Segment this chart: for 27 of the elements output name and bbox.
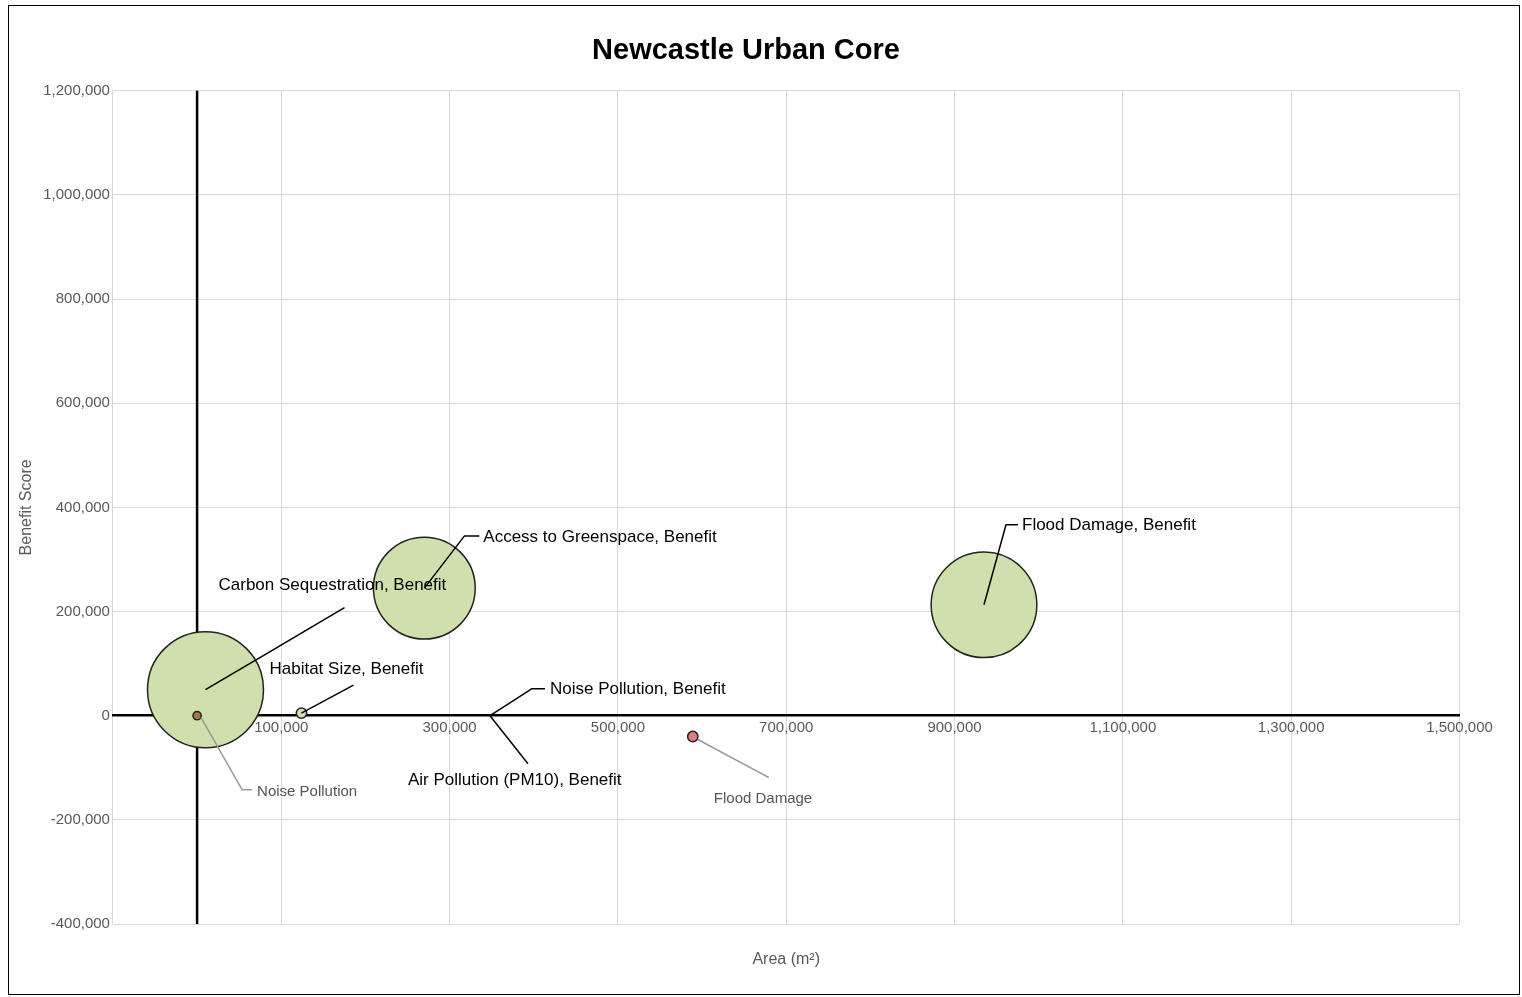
x-axis-title: Area (m²) bbox=[752, 950, 820, 968]
annotation: Flood Damage bbox=[713, 788, 813, 806]
annotation: Noise Pollution bbox=[257, 781, 358, 799]
y-tick-label: 600,000 bbox=[55, 393, 110, 411]
x-tick-label: 100,000 bbox=[254, 717, 309, 735]
annotation: Noise Pollution, Benefit bbox=[549, 679, 727, 699]
y-tick-label: 800,000 bbox=[55, 289, 110, 307]
y-axis-title: Benefit Score bbox=[17, 459, 35, 556]
y-tick-label: 1,200,000 bbox=[43, 80, 110, 98]
y-tick-label: 0 bbox=[101, 705, 110, 723]
x-tick-label: 1,300,000 bbox=[1257, 717, 1325, 735]
x-tick-label: 900,000 bbox=[927, 717, 982, 735]
x-tick-label: 300,000 bbox=[422, 717, 477, 735]
y-tick-label: -200,000 bbox=[50, 809, 110, 827]
annotation: Access to Greenspace, Benefit bbox=[483, 526, 717, 546]
y-tick-label: 400,000 bbox=[55, 497, 110, 515]
chart-title: Newcastle Urban Core bbox=[592, 33, 900, 66]
y-tick-label: 1,000,000 bbox=[43, 185, 110, 203]
x-tick-label: 1,100,000 bbox=[1089, 717, 1157, 735]
x-tick-label: 1,500,000 bbox=[1426, 717, 1493, 735]
annotation: Habitat Size, Benefit bbox=[269, 658, 424, 678]
y-tick-label: 200,000 bbox=[55, 601, 110, 619]
annotation: Air Pollution (PM10), Benefit bbox=[407, 770, 622, 790]
x-tick-label: 500,000 bbox=[590, 717, 646, 735]
annotation: Flood Damage, Benefit bbox=[1021, 515, 1197, 535]
x-tick-label: 700,000 bbox=[759, 717, 814, 735]
y-tick-label: -400,000 bbox=[50, 914, 110, 932]
